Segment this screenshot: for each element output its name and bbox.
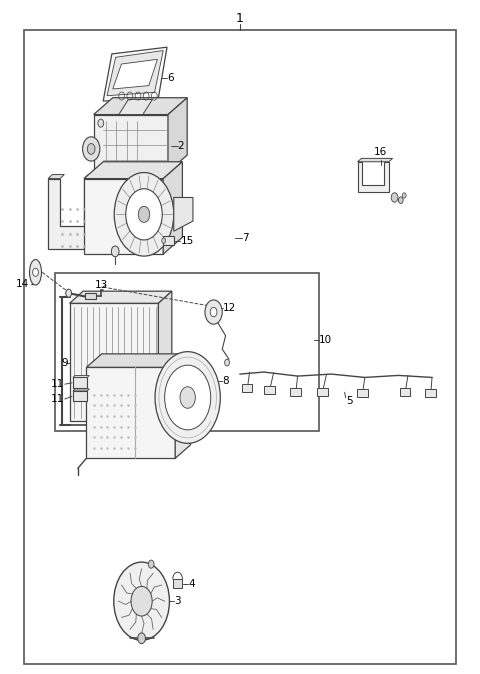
Polygon shape <box>73 377 87 388</box>
Polygon shape <box>119 100 153 115</box>
Text: 3: 3 <box>174 596 181 606</box>
Bar <box>317 388 328 396</box>
Polygon shape <box>103 47 167 101</box>
Polygon shape <box>94 98 187 115</box>
Polygon shape <box>94 115 168 172</box>
Bar <box>290 388 301 396</box>
Circle shape <box>398 197 403 204</box>
Circle shape <box>165 365 211 430</box>
Circle shape <box>114 562 169 640</box>
Bar <box>264 386 275 394</box>
Text: 2: 2 <box>178 141 184 150</box>
Circle shape <box>114 173 174 256</box>
Bar <box>400 388 410 396</box>
Polygon shape <box>86 367 175 458</box>
Polygon shape <box>73 389 89 391</box>
Text: 6: 6 <box>167 73 174 82</box>
Text: 16: 16 <box>374 147 387 156</box>
Text: 11: 11 <box>51 394 64 404</box>
Polygon shape <box>358 158 393 162</box>
Polygon shape <box>70 303 158 421</box>
Text: 14: 14 <box>15 280 29 289</box>
Bar <box>24 30 456 664</box>
Circle shape <box>391 193 398 202</box>
Polygon shape <box>48 179 91 249</box>
Polygon shape <box>73 375 89 377</box>
Circle shape <box>126 189 162 240</box>
Text: 15: 15 <box>180 236 194 245</box>
Text: 1: 1 <box>236 12 244 26</box>
Circle shape <box>111 246 119 257</box>
Text: 4: 4 <box>188 580 195 589</box>
Text: 13: 13 <box>95 280 108 290</box>
Text: 10: 10 <box>319 336 332 345</box>
Circle shape <box>162 238 166 243</box>
Polygon shape <box>175 354 191 458</box>
Bar <box>55 273 319 431</box>
Polygon shape <box>174 197 193 231</box>
Circle shape <box>83 137 100 161</box>
Bar <box>357 389 368 397</box>
Circle shape <box>98 119 104 127</box>
Circle shape <box>148 560 154 568</box>
Text: 8: 8 <box>222 376 229 386</box>
Polygon shape <box>113 59 157 89</box>
Polygon shape <box>163 162 182 254</box>
Polygon shape <box>48 175 64 179</box>
Polygon shape <box>84 175 96 179</box>
Polygon shape <box>358 162 389 192</box>
Polygon shape <box>168 98 187 172</box>
Circle shape <box>210 307 217 317</box>
Circle shape <box>131 586 152 616</box>
Bar <box>163 236 174 245</box>
Text: 12: 12 <box>223 303 237 313</box>
Circle shape <box>33 268 38 276</box>
Polygon shape <box>73 391 87 401</box>
Text: 9: 9 <box>61 358 68 367</box>
Circle shape <box>205 300 222 324</box>
Circle shape <box>402 193 406 198</box>
Polygon shape <box>84 162 182 179</box>
Polygon shape <box>84 179 163 254</box>
Polygon shape <box>107 51 163 96</box>
Circle shape <box>180 387 195 408</box>
Text: 11: 11 <box>51 379 64 389</box>
Polygon shape <box>158 291 172 421</box>
Text: 5: 5 <box>346 396 353 406</box>
Polygon shape <box>86 354 191 367</box>
Circle shape <box>66 289 72 297</box>
Circle shape <box>225 359 229 366</box>
Circle shape <box>155 352 220 443</box>
Circle shape <box>138 633 145 644</box>
Bar <box>425 389 436 397</box>
Polygon shape <box>70 291 172 303</box>
Circle shape <box>138 206 150 222</box>
Bar <box>173 579 182 588</box>
Ellipse shape <box>29 259 41 285</box>
Bar <box>85 293 96 299</box>
Circle shape <box>87 144 95 154</box>
Bar <box>242 384 252 392</box>
Text: 7: 7 <box>242 233 249 243</box>
